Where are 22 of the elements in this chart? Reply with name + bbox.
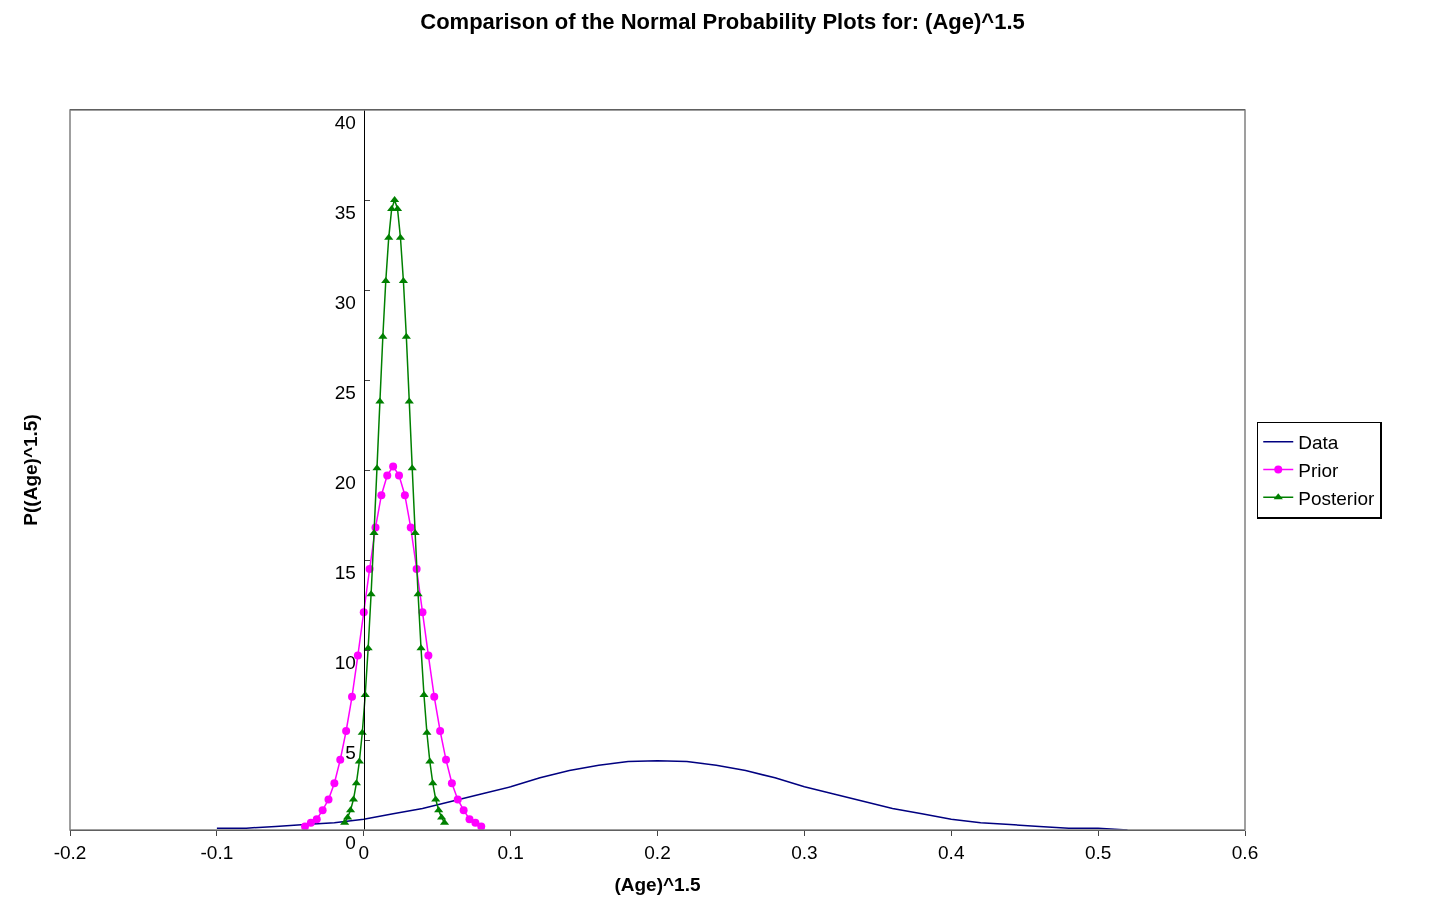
chart-title: Comparison of the Normal Probability Plots for: (Age)^1.5 (420, 9, 1025, 35)
y-tick-label: 35 (334, 201, 356, 223)
x-tick-label: -0.2 (53, 841, 87, 863)
legend-label: Data (1298, 432, 1339, 454)
legend-label: Prior (1298, 459, 1340, 481)
x-axis-title: (Age)^1.5 (614, 873, 701, 895)
y-tick-label: 10 (334, 651, 356, 673)
x-tick-label: 0.5 (1084, 841, 1112, 863)
y-tick-label: 15 (334, 561, 356, 583)
x-tick-label: 0.2 (644, 841, 671, 863)
y-tick-label: 5 (345, 741, 356, 763)
y-axis-title: P((Age)^1.5) (19, 414, 41, 526)
y-tick-label: 30 (334, 291, 356, 313)
y-tick-label: 20 (334, 471, 356, 493)
x-tick-label: -0.1 (200, 841, 234, 863)
x-tick-label: 0.1 (497, 841, 524, 863)
y-tick-label: 40 (334, 111, 356, 133)
y-tick-label: 25 (334, 381, 356, 403)
x-tick-label: 0.3 (791, 841, 818, 863)
x-tick-label: 0.6 (1231, 841, 1259, 863)
legend-label: Posterior (1298, 487, 1375, 509)
x-tick-label: 0.4 (938, 841, 965, 863)
